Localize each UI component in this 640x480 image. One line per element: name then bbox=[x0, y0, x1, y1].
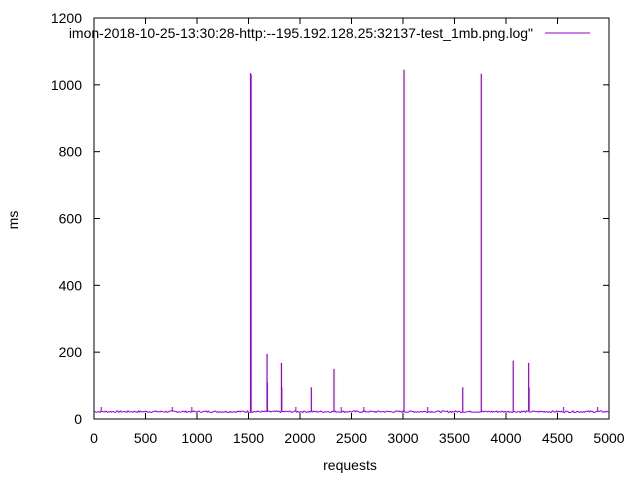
series-baseline bbox=[93, 409, 610, 414]
x-tick-label: 1500 bbox=[233, 430, 264, 446]
y-tick-label: 0 bbox=[74, 411, 82, 427]
x-tick-label: 5000 bbox=[593, 430, 624, 446]
series-layer bbox=[93, 69, 610, 414]
x-axis-label: requests bbox=[323, 457, 377, 473]
x-tick-label: 500 bbox=[134, 430, 158, 446]
x-axis: 0 500 1000 1500 2000 2500 3000 3500 4000 4500 5000 bbox=[90, 18, 625, 446]
y-tick-label: 1200 bbox=[51, 10, 82, 26]
y-tick-label: 1000 bbox=[51, 77, 82, 93]
legend-label: imon-2018-10-25-13:30:28-http:--195.192.… bbox=[69, 25, 533, 41]
x-tick-label: 4500 bbox=[542, 430, 573, 446]
y-axis: 0 200 400 600 800 1000 1200 bbox=[51, 10, 609, 427]
plot-frame bbox=[93, 17, 610, 420]
y-tick-label: 600 bbox=[59, 211, 83, 227]
x-tick-label: 1000 bbox=[181, 430, 212, 446]
x-tick-label: 4000 bbox=[490, 430, 521, 446]
y-axis-label: ms bbox=[5, 211, 21, 230]
x-tick-label: 0 bbox=[90, 430, 98, 446]
y-tick-label: 400 bbox=[59, 277, 83, 293]
x-tick-label: 2500 bbox=[336, 430, 367, 446]
y-tick-label: 800 bbox=[59, 144, 83, 160]
x-tick-label: 3500 bbox=[439, 430, 470, 446]
legend: imon-2018-10-25-13:30:28-http:--195.192.… bbox=[69, 25, 590, 41]
y-tick-label: 200 bbox=[59, 344, 83, 360]
x-tick-label: 3000 bbox=[387, 430, 418, 446]
x-tick-label: 2000 bbox=[284, 430, 315, 446]
